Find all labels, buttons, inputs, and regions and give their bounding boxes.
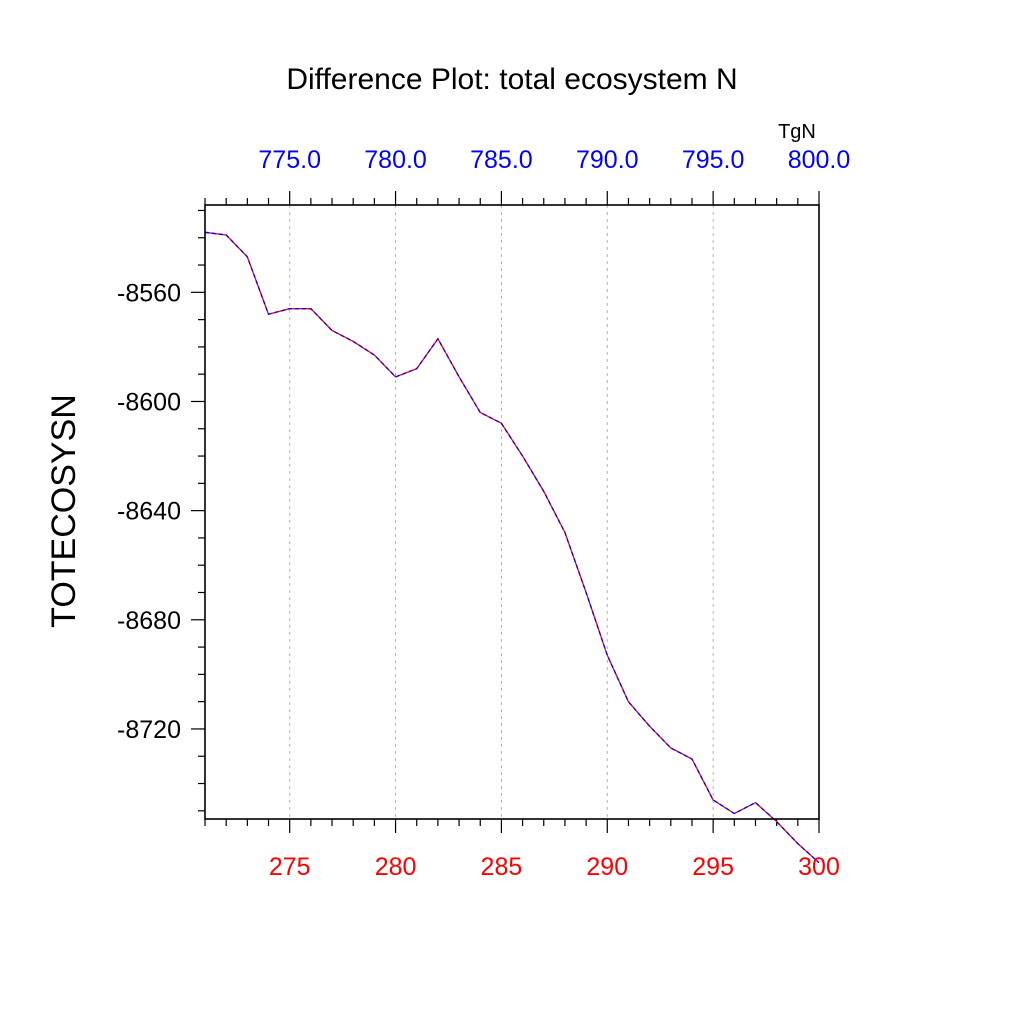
x-tick-label: 290 bbox=[586, 853, 628, 881]
top-axis-unit: TgN bbox=[778, 121, 816, 143]
x-tick-label: 285 bbox=[481, 853, 523, 881]
y-axis-label: TOTECOSYSN bbox=[45, 394, 83, 628]
x-tick-label: 275 bbox=[269, 853, 311, 881]
y-tick-label: -8640 bbox=[117, 498, 181, 526]
x-tick-label: 295 bbox=[692, 853, 734, 881]
y-tick-label: -8560 bbox=[117, 279, 181, 307]
top-tick-label: 775.0 bbox=[258, 146, 321, 174]
y-tick-label: -8680 bbox=[117, 607, 181, 635]
y-tick-label: -8720 bbox=[117, 716, 181, 744]
top-tick-label: 785.0 bbox=[470, 146, 533, 174]
grid-lines bbox=[289, 205, 714, 819]
y-tick-label: -8600 bbox=[117, 388, 181, 416]
top-tick-label: 800.0 bbox=[788, 146, 851, 174]
x-tick-label: 280 bbox=[375, 853, 417, 881]
top-tick-label: 780.0 bbox=[364, 146, 427, 174]
series-line bbox=[204, 231, 820, 864]
series-line-overlay bbox=[204, 231, 820, 864]
chart-title: Difference Plot: total ecosystem N bbox=[286, 63, 737, 96]
data-series bbox=[204, 231, 820, 864]
tick-labels: 275 280 285 290 295 300 775.0 780.0 785.0 790.0 79… bbox=[117, 146, 850, 881]
axis-ticks bbox=[191, 191, 820, 833]
top-tick-label: 795.0 bbox=[682, 146, 745, 174]
plot-frame bbox=[204, 204, 820, 820]
x-tick-label: 300 bbox=[798, 853, 840, 881]
top-tick-label: 790.0 bbox=[576, 146, 639, 174]
